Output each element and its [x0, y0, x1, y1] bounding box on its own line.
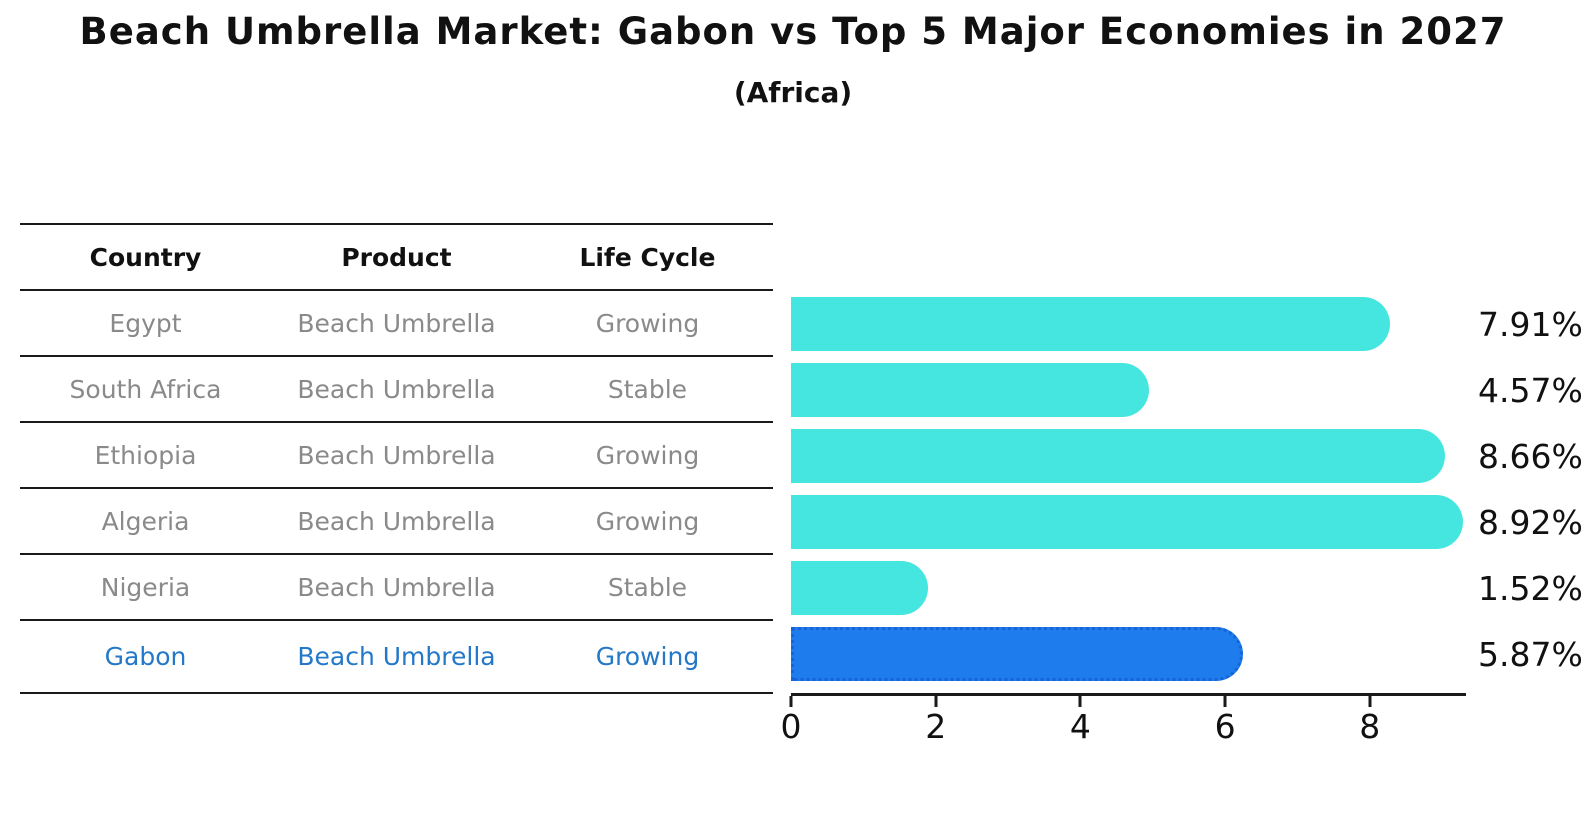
- x-axis-tick: 6: [1215, 696, 1236, 745]
- bar-value-label: 1.52%: [1478, 568, 1583, 608]
- bar-nigeria: [791, 561, 928, 615]
- cell-product: Beach Umbrella: [297, 506, 496, 536]
- tick-mark: [789, 696, 793, 707]
- bar-row: 1.52%: [791, 561, 1583, 627]
- x-axis-line: [791, 693, 1466, 696]
- header-cell-product: Product: [341, 242, 452, 272]
- bar-value-label: 5.87%: [1478, 634, 1583, 674]
- tick-label: 8: [1359, 707, 1381, 746]
- cell-product: Beach Umbrella: [297, 642, 496, 671]
- bar-chart: 7.91% 4.57% 8.66% 8.92% 1.52% 5.87% 0: [781, 297, 1583, 757]
- x-axis-tick: 0: [781, 696, 802, 745]
- tick-mark: [1223, 696, 1227, 707]
- table-row: Nigeria Beach Umbrella Stable: [20, 555, 773, 621]
- cell-country: Nigeria: [100, 572, 191, 602]
- bar-row: 8.92%: [791, 495, 1583, 561]
- table-row-gabon: Gabon Beach Umbrella Growing: [20, 621, 773, 694]
- cell-country: Ethiopia: [94, 440, 197, 470]
- tick-label: 6: [1214, 707, 1236, 746]
- data-table: Country Product Life Cycle Egypt Beach U…: [20, 223, 773, 694]
- tick-mark: [934, 696, 938, 707]
- page-subtitle: (Africa): [733, 76, 853, 109]
- tick-label: 2: [925, 707, 947, 746]
- x-axis-tick: 8: [1359, 696, 1380, 745]
- bar-ethiopia: [791, 429, 1445, 483]
- bar-value-label: 7.91%: [1478, 304, 1583, 344]
- cell-product: Beach Umbrella: [297, 374, 496, 404]
- bar-algeria: [791, 495, 1464, 549]
- tick-label: 0: [780, 707, 802, 746]
- bar-value-label: 4.57%: [1478, 370, 1583, 410]
- cell-country: Algeria: [101, 506, 190, 536]
- header-cell-country: Country: [89, 242, 202, 272]
- page-title: Beach Umbrella Market: Gabon vs Top 5 Ma…: [79, 10, 1507, 53]
- tick-mark: [1078, 696, 1082, 707]
- cell-life-cycle: Growing: [595, 642, 700, 671]
- cell-life-cycle: Growing: [595, 308, 700, 338]
- cell-country: Egypt: [109, 308, 182, 338]
- table-header-row: Country Product Life Cycle: [20, 225, 773, 291]
- bar-south-africa: [791, 363, 1149, 417]
- table-row: Ethiopia Beach Umbrella Growing: [20, 423, 773, 489]
- bar-value-label: 8.66%: [1478, 436, 1583, 476]
- table-row: Algeria Beach Umbrella Growing: [20, 489, 773, 555]
- bar-row: 5.87%: [791, 627, 1583, 693]
- cell-country: Gabon: [104, 642, 187, 671]
- cell-life-cycle: Stable: [607, 374, 688, 404]
- bar-gabon-highlighted: [791, 627, 1243, 681]
- x-axis-tick: 2: [925, 696, 946, 745]
- tick-label: 4: [1069, 707, 1091, 746]
- tick-mark: [1368, 696, 1372, 707]
- header-cell-life-cycle: Life Cycle: [579, 242, 716, 272]
- cell-life-cycle: Growing: [595, 506, 700, 536]
- bar-row: 4.57%: [791, 363, 1583, 429]
- bar-row: 7.91%: [791, 297, 1583, 363]
- cell-product: Beach Umbrella: [297, 440, 496, 470]
- cell-country: South Africa: [69, 374, 222, 404]
- bar-egypt: [791, 297, 1391, 351]
- x-axis-tick: 4: [1070, 696, 1091, 745]
- cell-life-cycle: Growing: [595, 440, 700, 470]
- table-row: Egypt Beach Umbrella Growing: [20, 291, 773, 357]
- bar-row: 8.66%: [791, 429, 1583, 495]
- cell-life-cycle: Stable: [607, 572, 688, 602]
- cell-product: Beach Umbrella: [297, 572, 496, 602]
- cell-product: Beach Umbrella: [297, 308, 496, 338]
- bar-value-label: 8.92%: [1478, 502, 1583, 542]
- table-row: South Africa Beach Umbrella Stable: [20, 357, 773, 423]
